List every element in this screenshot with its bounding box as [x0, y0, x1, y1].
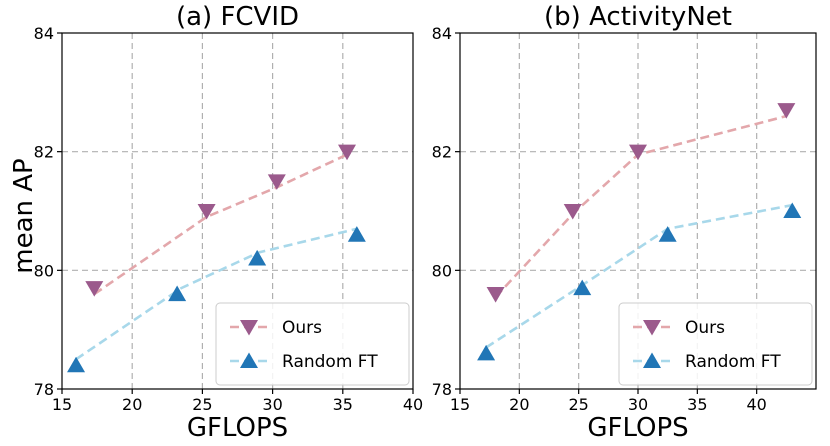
x-tick-label: 20	[509, 395, 529, 414]
legend-marker-ours	[643, 319, 661, 336]
x-tick-label: 30	[628, 395, 648, 414]
data-point-ours	[197, 203, 216, 220]
chart-panel-activitynet: 15 20 25 30 35 40 78 80 82 84 (b) ActivityNet GFLOP…	[432, 2, 817, 443]
data-point-ours	[338, 144, 357, 161]
shared-y-axis-label: mean AP	[9, 158, 39, 273]
legend-label-ours: Ours	[282, 318, 322, 338]
data-point-random-ft	[168, 285, 187, 302]
data-point-ours	[267, 174, 286, 190]
y-tick-label: 82	[432, 143, 452, 162]
data-point-random-ft	[347, 226, 366, 242]
legend-marker-ours	[240, 319, 258, 336]
data-point-random-ft	[248, 249, 267, 266]
series-line-random-ft	[485, 203, 793, 349]
x-tick-label: 15	[52, 395, 72, 414]
legend-marker-random-ft	[240, 352, 258, 369]
legend: Ours Random FT	[618, 302, 813, 386]
y-tick-label: 82	[34, 143, 54, 162]
plot-frame	[61, 32, 414, 390]
x-tick-label: 40	[403, 395, 423, 414]
data-point-ours	[85, 281, 104, 297]
x-tick-label: 40	[746, 395, 766, 414]
x-tick-label: 15	[450, 395, 470, 414]
data-point-random-ft	[658, 226, 677, 242]
chart-title-fcvid: (a) FCVID	[176, 2, 299, 32]
data-point-ours	[563, 203, 582, 220]
data-point-ours	[777, 103, 796, 119]
data-point-random-ft	[783, 202, 802, 219]
data-point-random-ft	[573, 279, 592, 296]
x-tick-label: 20	[122, 395, 142, 414]
x-tick-label: 30	[262, 395, 282, 414]
y-tick-label: 80	[34, 261, 54, 280]
series-line-ours	[93, 153, 348, 296]
data-point-random-ft	[67, 356, 86, 373]
legend: Ours Random FT	[215, 302, 410, 386]
legend-box	[215, 302, 410, 386]
data-point-ours	[629, 144, 647, 161]
y-tick-label: 84	[34, 24, 54, 43]
y-tick-label: 78	[432, 380, 452, 399]
data-point-ours	[486, 287, 505, 303]
series-line-random-ft	[75, 227, 358, 361]
x-tick-label: 25	[192, 395, 212, 414]
y-tick-label: 84	[432, 24, 452, 43]
x-tick-label: 35	[333, 395, 353, 414]
x-axis-label: GFLOPS	[187, 413, 288, 443]
chart-panel-fcvid: 15 20 25 30 35 40 78 80 82 84 (a) FCVID GFLOPS Ours R…	[34, 2, 424, 443]
data-point-random-ft	[477, 344, 496, 361]
y-tick-label: 80	[432, 261, 452, 280]
x-tick-label: 35	[687, 395, 707, 414]
legend-label-random-ft: Random FT	[685, 352, 781, 372]
chart-title-activitynet: (b) ActivityNet	[544, 2, 732, 32]
legend-box	[618, 302, 813, 386]
legend-label-ours: Ours	[685, 318, 725, 338]
legend-label-random-ft: Random FT	[282, 352, 378, 372]
series-line-ours	[494, 114, 787, 298]
legend-marker-random-ft	[643, 352, 661, 369]
y-tick-label: 78	[34, 380, 54, 399]
x-axis-label: GFLOPS	[587, 413, 688, 443]
x-tick-label: 25	[568, 395, 588, 414]
